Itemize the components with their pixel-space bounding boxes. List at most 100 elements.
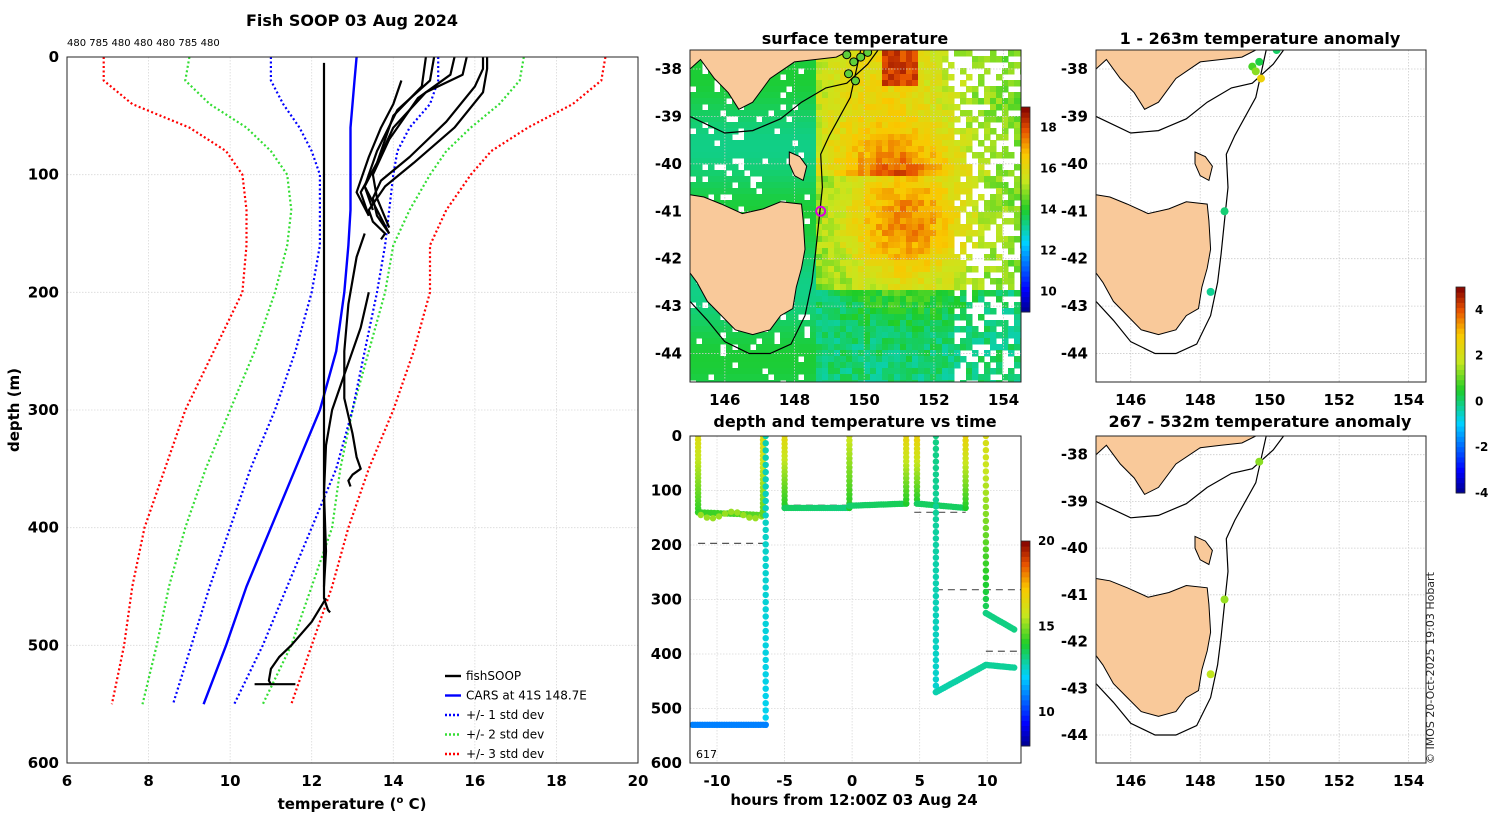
sst-cell bbox=[972, 200, 979, 207]
sst-cell bbox=[936, 68, 943, 75]
sst-cell bbox=[822, 278, 829, 285]
sst-cell bbox=[954, 206, 961, 213]
sst-cell bbox=[870, 266, 877, 273]
sst-cell bbox=[900, 128, 907, 135]
sst-cell bbox=[828, 116, 835, 123]
sst-cell bbox=[786, 98, 793, 105]
sst-cell bbox=[954, 92, 961, 99]
sst-cell bbox=[924, 320, 931, 327]
sst-cell bbox=[936, 380, 943, 382]
sst-cell bbox=[864, 320, 871, 327]
sst-cell bbox=[774, 86, 781, 93]
sst-cell bbox=[828, 68, 835, 75]
time-colorbar-segment bbox=[1021, 730, 1030, 737]
sst-cell bbox=[990, 110, 997, 117]
sst-cell bbox=[702, 320, 709, 327]
sst-cell bbox=[1008, 290, 1015, 297]
time-colorbar-segment bbox=[1021, 633, 1030, 639]
sst-cell bbox=[942, 134, 949, 141]
sst-cell bbox=[858, 116, 865, 123]
sst-cell bbox=[930, 116, 937, 123]
sst-cell bbox=[864, 230, 871, 237]
sst-cell bbox=[702, 170, 709, 177]
sst-cell bbox=[912, 74, 919, 81]
sst-cell bbox=[918, 74, 925, 81]
sst-cell bbox=[720, 170, 727, 177]
sst-cell bbox=[888, 212, 895, 219]
sst-cell bbox=[894, 272, 901, 279]
sst-cell bbox=[930, 380, 937, 382]
sst-cell bbox=[906, 326, 913, 333]
sst-cell bbox=[756, 146, 763, 153]
sst-cell bbox=[942, 116, 949, 123]
sst-cell bbox=[1008, 374, 1015, 381]
sst-cell bbox=[888, 86, 895, 93]
sst-cell bbox=[900, 296, 907, 303]
sst-cell bbox=[882, 74, 889, 81]
sst-cell bbox=[936, 290, 943, 297]
sst-cell bbox=[696, 116, 703, 123]
sst-cell bbox=[936, 62, 943, 69]
sst-cell bbox=[954, 326, 961, 333]
time-series-point bbox=[962, 436, 969, 440]
sst-cell bbox=[978, 380, 985, 382]
sst-cell bbox=[1014, 206, 1021, 213]
sst-cell bbox=[894, 338, 901, 345]
sst-cell bbox=[942, 128, 949, 135]
sst-cell bbox=[822, 218, 829, 225]
sst-cell bbox=[828, 122, 835, 129]
sst-cell bbox=[978, 356, 985, 363]
sst-cell bbox=[996, 98, 1003, 105]
sst-cell bbox=[870, 122, 877, 129]
sst-cell bbox=[882, 140, 889, 147]
sst-cell bbox=[918, 200, 925, 207]
sst-cell bbox=[852, 152, 859, 159]
sst-cell bbox=[696, 80, 703, 87]
sst-cell bbox=[840, 284, 847, 291]
time-series-x-tick-label: -5 bbox=[776, 772, 793, 790]
sst-cell bbox=[996, 74, 1003, 81]
sst-cell bbox=[840, 218, 847, 225]
sst-cell bbox=[912, 260, 919, 267]
sst-cell bbox=[744, 206, 751, 213]
sst-cell bbox=[750, 140, 757, 147]
sst-cell bbox=[960, 80, 967, 87]
sst-cell bbox=[1002, 98, 1009, 105]
sst-cell bbox=[786, 332, 793, 339]
time-colorbar-segment bbox=[1021, 669, 1030, 675]
sst-cell bbox=[732, 380, 739, 382]
sst-cell bbox=[1014, 80, 1021, 87]
time-series-point bbox=[982, 560, 990, 567]
sst-cell bbox=[942, 266, 949, 273]
sst-cell bbox=[840, 272, 847, 279]
sst-cell bbox=[834, 338, 841, 345]
sst-cell bbox=[960, 296, 967, 303]
sst-cell bbox=[924, 116, 931, 123]
sst-cell bbox=[768, 140, 775, 147]
sst-cell bbox=[822, 272, 829, 279]
sst-cell bbox=[1002, 242, 1009, 249]
sst-cell bbox=[966, 254, 973, 261]
sst-cell bbox=[966, 320, 973, 327]
time-series-point bbox=[982, 510, 990, 518]
time-series-point bbox=[982, 475, 990, 482]
sst-cell bbox=[912, 230, 919, 237]
sst-cell bbox=[1008, 284, 1015, 291]
time-series-point bbox=[762, 454, 769, 461]
legend-label: +/- 1 std dev bbox=[466, 708, 544, 722]
sst-cell bbox=[870, 194, 877, 201]
sst-cell bbox=[738, 170, 745, 177]
time-series-point bbox=[762, 519, 769, 526]
sst-cell bbox=[1014, 344, 1021, 351]
sst-cell bbox=[930, 128, 937, 135]
sst-cell bbox=[846, 356, 853, 363]
time-series-point bbox=[932, 516, 940, 523]
sst-cell bbox=[834, 224, 841, 231]
sst-cell bbox=[966, 176, 973, 183]
time-series-point bbox=[932, 548, 940, 555]
anomaly-deep-anomaly-point bbox=[1255, 457, 1264, 466]
sst-cell bbox=[966, 182, 973, 189]
time-series-x-tick-label: 10 bbox=[977, 772, 998, 790]
sst-cell bbox=[786, 368, 793, 375]
surface-map-lon-tick-label: 152 bbox=[918, 391, 949, 409]
